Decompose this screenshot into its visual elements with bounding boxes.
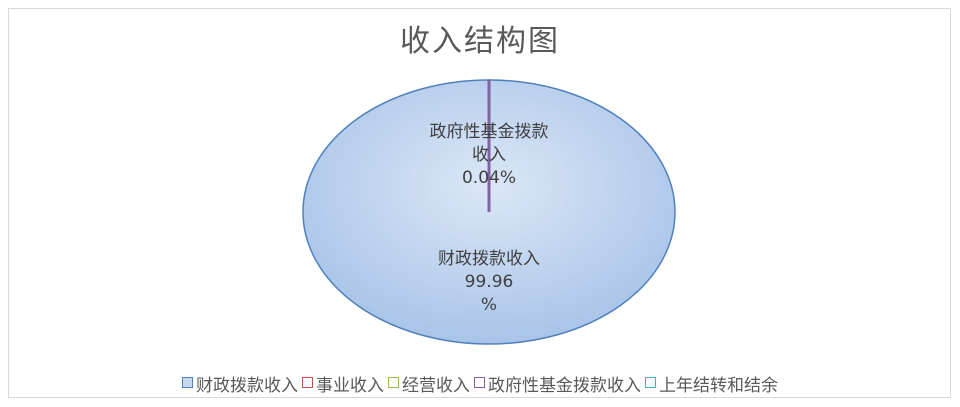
legend-swatch-4 (645, 377, 656, 388)
data-label-0-line-1: 收入 (472, 145, 506, 165)
data-label-1-line-0: 财政拨款收入 (438, 249, 540, 269)
legend-label-0: 财政拨款收入 (196, 376, 298, 396)
data-label-0-line-2: 0.04% (462, 168, 516, 188)
legend-swatch-3 (474, 377, 485, 388)
legend-label-3: 政府性基金拨款收入 (488, 376, 641, 396)
legend-label-2: 经营收入 (402, 376, 470, 396)
legend-label-1: 事业收入 (316, 376, 384, 396)
data-labels: 政府性基金拨款收入 0.04% 财政拨款收入 99.96% (430, 122, 549, 315)
legend-item-1: 事业收入 (302, 371, 384, 396)
legend-swatch-2 (388, 377, 399, 388)
legend-item-3: 政府性基金拨款收入 (474, 371, 641, 396)
legend-item-4: 上年结转和结余 (645, 371, 778, 396)
legend-swatch-1 (302, 377, 313, 388)
chart-title: 收入结构图 (400, 24, 560, 59)
legend-label-4: 上年结转和结余 (659, 376, 778, 396)
data-label-1-line-1: 99.96 (465, 272, 514, 292)
legend-item-2: 经营收入 (388, 371, 470, 396)
pie-slices (302, 79, 676, 345)
data-label-0-line-0: 政府性基金拨款 (430, 122, 549, 142)
legend-item-0: 财政拨款收入 (182, 371, 298, 396)
data-label-1-line-2: % (481, 295, 497, 315)
legend: 财政拨款收入 事业收入 经营收入 政府性基金拨款收入 上年结转和结余 (0, 371, 960, 396)
legend-swatch-0 (182, 377, 193, 388)
